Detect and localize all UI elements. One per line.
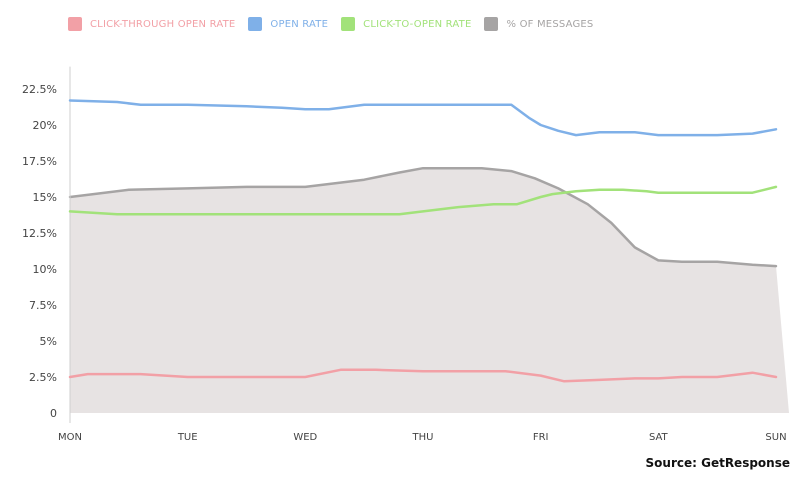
x-tick-label: SUN <box>765 432 786 443</box>
series-line-open-rate <box>68 99 778 137</box>
chart-legend: CLICK-THROUGH OPEN RATE OPEN RATE CLICK-TO… <box>68 16 606 32</box>
series-line-messages <box>68 166 778 268</box>
x-tick-label: TUE <box>177 432 198 443</box>
legend-label: % OF MESSAGES <box>506 18 594 30</box>
legend-swatch <box>68 17 82 31</box>
y-tick-label: 12.5% <box>22 227 57 240</box>
y-tick-label: 22.5% <box>22 83 57 96</box>
legend-swatch <box>341 17 356 31</box>
y-tick-label: 2.5% <box>29 371 57 384</box>
x-tick-label: FRI <box>533 432 549 443</box>
legend-label: CLICK-THROUGH OPEN RATE <box>90 18 236 30</box>
y-tick-label: 17.5% <box>22 155 57 168</box>
y-tick-label: 5% <box>40 335 57 348</box>
y-tick-label: 15% <box>33 191 57 204</box>
messages-area-fill <box>70 168 789 413</box>
legend-swatch <box>248 17 263 31</box>
y-tick-label: 0 <box>50 407 57 420</box>
y-tick-label: 10% <box>33 263 57 276</box>
legend-label: OPEN RATE <box>270 18 329 30</box>
x-tick-label: THU <box>412 432 434 443</box>
series-line-click-through-open-rate <box>68 368 778 383</box>
x-tick-label: MON <box>58 432 82 443</box>
legend-item: CLICK-THROUGH OPEN RATE <box>68 17 235 31</box>
x-tick-label: SAT <box>649 432 669 443</box>
x-tick-label: WED <box>293 432 317 443</box>
y-tick-label: 7.5% <box>29 299 57 312</box>
legend-item: % OF MESSAGES <box>484 17 593 31</box>
source-credit: Source: GetResponse <box>645 456 790 470</box>
legend-label: CLICK-TO-OPEN RATE <box>363 18 472 30</box>
y-tick-label: 20% <box>33 119 57 132</box>
series-line-click-to-open-rate <box>68 185 778 216</box>
legend-item: CLICK-TO-OPEN RATE <box>341 17 471 31</box>
legend-item: OPEN RATE <box>248 17 328 31</box>
legend-swatch <box>484 17 499 31</box>
